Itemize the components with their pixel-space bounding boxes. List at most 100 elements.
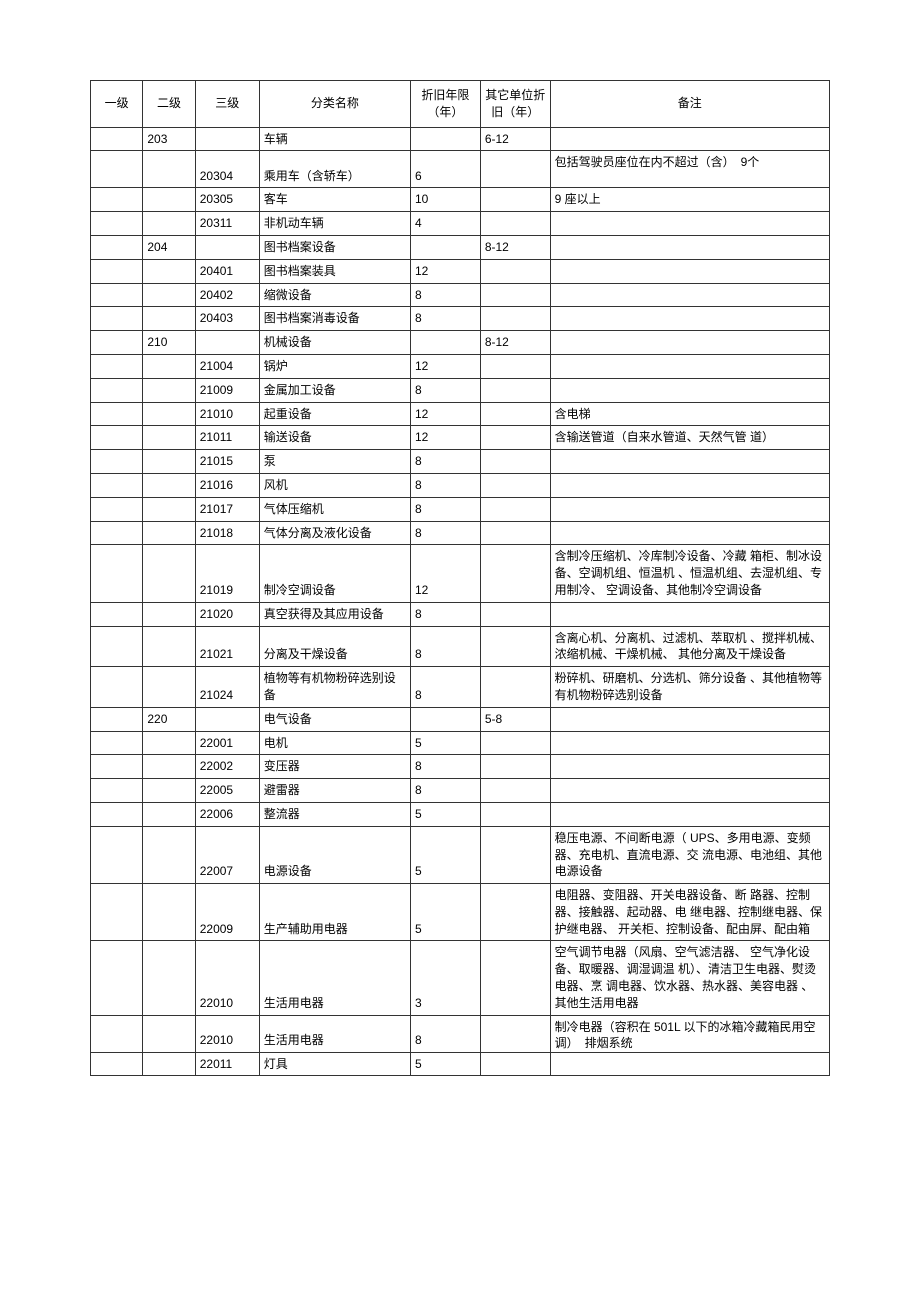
- cell-years: 12: [411, 259, 481, 283]
- cell-years: 5: [411, 802, 481, 826]
- cell-l2: [143, 402, 195, 426]
- cell-l1: [91, 602, 143, 626]
- cell-remark: 包括驾驶员座位在内不超过（含） 9个: [550, 151, 829, 188]
- cell-years: 12: [411, 354, 481, 378]
- cell-l2: [143, 545, 195, 602]
- cell-l3: 20403: [195, 307, 259, 331]
- cell-l1: [91, 1015, 143, 1052]
- cell-l2: [143, 1052, 195, 1076]
- header-remark: 备注: [550, 81, 829, 128]
- cell-other: [480, 497, 550, 521]
- cell-remark: [550, 307, 829, 331]
- cell-years: 8: [411, 450, 481, 474]
- cell-l1: [91, 1052, 143, 1076]
- table-row: 22001电机5: [91, 731, 830, 755]
- cell-other: [480, 188, 550, 212]
- cell-other: 8-12: [480, 235, 550, 259]
- cell-l2: [143, 354, 195, 378]
- cell-name: 真空获得及其应用设备: [259, 602, 410, 626]
- cell-other: [480, 521, 550, 545]
- cell-years: 8: [411, 1015, 481, 1052]
- cell-remark: 粉碎机、研磨机、分选机、筛分设备 、其他植物等有机物粉碎选别设备: [550, 667, 829, 708]
- cell-name: 变压器: [259, 755, 410, 779]
- cell-other: [480, 1015, 550, 1052]
- cell-other: [480, 151, 550, 188]
- cell-remark: [550, 779, 829, 803]
- table-row: 21017气体压缩机8: [91, 497, 830, 521]
- cell-name: 整流器: [259, 802, 410, 826]
- cell-remark: [550, 354, 829, 378]
- cell-years: 12: [411, 426, 481, 450]
- cell-name: 锅炉: [259, 354, 410, 378]
- cell-remark: [550, 212, 829, 236]
- table-row: 22011灯具5: [91, 1052, 830, 1076]
- cell-l3: 22010: [195, 1015, 259, 1052]
- table-row: 22007电源设备5稳压电源、不间断电源（ UPS、多用电源、变频器、充电机、直…: [91, 826, 830, 883]
- cell-remark: [550, 331, 829, 355]
- cell-remark: 电阻器、变阻器、开关电器设备、断 路器、控制器、接触器、起动器、电 继电器、控制…: [550, 884, 829, 941]
- cell-other: [480, 941, 550, 1015]
- cell-name: 缩微设备: [259, 283, 410, 307]
- cell-l3: 20305: [195, 188, 259, 212]
- table-row: 21009金属加工设备8: [91, 378, 830, 402]
- cell-remark: [550, 602, 829, 626]
- cell-l2: [143, 473, 195, 497]
- cell-l1: [91, 473, 143, 497]
- cell-remark: [550, 521, 829, 545]
- cell-l1: [91, 307, 143, 331]
- cell-remark: [550, 497, 829, 521]
- cell-years: 5: [411, 1052, 481, 1076]
- cell-l2: [143, 283, 195, 307]
- cell-years: 12: [411, 402, 481, 426]
- cell-l1: [91, 426, 143, 450]
- cell-l3: 21016: [195, 473, 259, 497]
- cell-l3: [195, 127, 259, 151]
- cell-l2: [143, 212, 195, 236]
- table-row: 203车辆6-12: [91, 127, 830, 151]
- cell-other: [480, 450, 550, 474]
- table-row: 20304乘用车（含轿车）6包括驾驶员座位在内不超过（含） 9个: [91, 151, 830, 188]
- cell-years: 5: [411, 731, 481, 755]
- cell-name: 电气设备: [259, 707, 410, 731]
- cell-years: 8: [411, 497, 481, 521]
- cell-years: 8: [411, 779, 481, 803]
- table-row: 22010生活用电器3空气调节电器（风扇、空气滤洁器、 空气净化设备、取暖器、调…: [91, 941, 830, 1015]
- cell-l3: 22007: [195, 826, 259, 883]
- cell-name: 电源设备: [259, 826, 410, 883]
- cell-l2: [143, 1015, 195, 1052]
- cell-l1: [91, 755, 143, 779]
- cell-years: [411, 331, 481, 355]
- cell-remark: [550, 259, 829, 283]
- header-name: 分类名称: [259, 81, 410, 128]
- table-row: 21019制冷空调设备12含制冷压缩机、冷库制冷设备、冷藏 箱柜、制冰设备、空调…: [91, 545, 830, 602]
- cell-years: 10: [411, 188, 481, 212]
- cell-l3: 21020: [195, 602, 259, 626]
- table-row: 21020真空获得及其应用设备8: [91, 602, 830, 626]
- cell-remark: 9 座以上: [550, 188, 829, 212]
- table-row: 21010起重设备12含电梯: [91, 402, 830, 426]
- cell-other: [480, 473, 550, 497]
- cell-l2: [143, 779, 195, 803]
- cell-l1: [91, 450, 143, 474]
- cell-years: 8: [411, 667, 481, 708]
- cell-l1: [91, 354, 143, 378]
- table-row: 22005避雷器8: [91, 779, 830, 803]
- cell-name: 气体压缩机: [259, 497, 410, 521]
- cell-years: 8: [411, 626, 481, 667]
- header-level2: 二级: [143, 81, 195, 128]
- cell-years: 3: [411, 941, 481, 1015]
- cell-other: 8-12: [480, 331, 550, 355]
- cell-l1: [91, 151, 143, 188]
- cell-l2: [143, 731, 195, 755]
- cell-l3: 22005: [195, 779, 259, 803]
- cell-remark: 空气调节电器（风扇、空气滤洁器、 空气净化设备、取暖器、调湿调温 机）、清洁卫生…: [550, 941, 829, 1015]
- cell-name: 车辆: [259, 127, 410, 151]
- cell-l1: [91, 497, 143, 521]
- cell-name: 避雷器: [259, 779, 410, 803]
- cell-l2: [143, 755, 195, 779]
- cell-l2: [143, 450, 195, 474]
- cell-other: [480, 378, 550, 402]
- table-row: 20401图书档案装具12: [91, 259, 830, 283]
- cell-other: [480, 755, 550, 779]
- cell-remark: [550, 378, 829, 402]
